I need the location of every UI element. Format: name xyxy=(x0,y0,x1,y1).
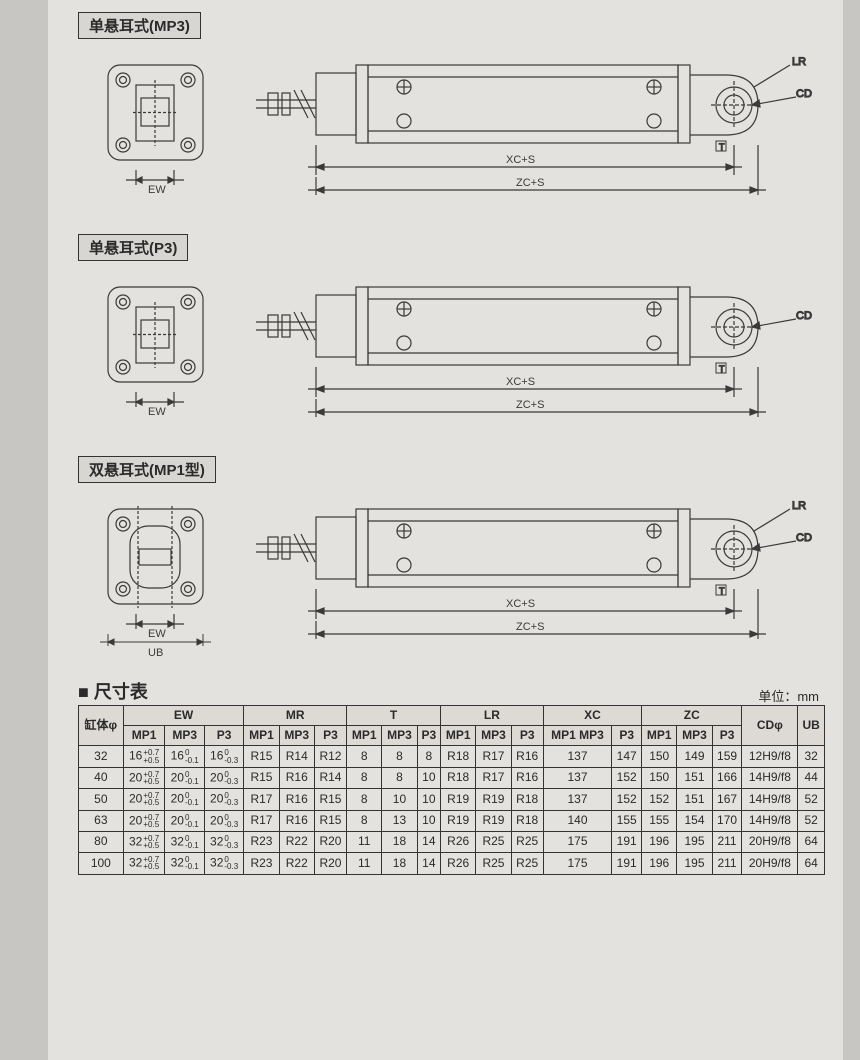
table-row: 3216+0.7+0.5160-0.1160-0.3R15R14R12888R1… xyxy=(79,746,825,767)
svg-text:UB: UB xyxy=(148,647,163,659)
sections: 单悬耳式(MP3) EW LR CD T XC+S ZC+S 单悬耳式(P3) EW C… xyxy=(78,12,825,664)
drawings-row: EW LR CD T XC+S ZC+S xyxy=(78,45,825,220)
colgrp-XC: XC xyxy=(543,706,641,726)
table-row: 6320+0.7+0.5200-0.1200-0.3R17R16R1581310… xyxy=(79,810,825,831)
page: 单悬耳式(MP3) EW LR CD T XC+S ZC+S 单悬耳式(P3) EW C… xyxy=(48,0,843,1060)
svg-text:ZC+S: ZC+S xyxy=(516,621,544,633)
colgrp-MR: MR xyxy=(244,706,347,726)
drawings-row: EW CD T XC+S ZC+S xyxy=(78,267,825,442)
subcol: P3 xyxy=(314,726,346,746)
table-body: 3216+0.7+0.5160-0.1160-0.3R15R14R12888R1… xyxy=(79,746,825,874)
svg-text:LR: LR xyxy=(792,500,806,512)
svg-text:T: T xyxy=(719,142,725,152)
unit-label: 单位：mm xyxy=(758,686,819,705)
subcol: MP3 xyxy=(279,726,314,746)
section-2: 双悬耳式(MP1型) EW UB LR CD T XC+S ZC+S xyxy=(78,456,825,664)
drawings-row: EW UB LR CD T XC+S ZC+S xyxy=(78,489,825,664)
subcol: MP3 xyxy=(677,726,712,746)
table-head: 缸体φEWMRTLRXCZCCDφUBMP1MP3P3MP1MP3P3MP1MP… xyxy=(79,706,825,746)
subcol: MP1 xyxy=(441,726,476,746)
svg-text:XC+S: XC+S xyxy=(506,376,535,388)
flange-drawing: EW UB xyxy=(78,494,228,664)
svg-text:XC+S: XC+S xyxy=(506,598,535,610)
table-title: ■ 尺寸表 xyxy=(78,682,148,702)
subcol: MP3 xyxy=(476,726,511,746)
subcol: MP1 xyxy=(347,726,382,746)
subcol: P3 xyxy=(712,726,742,746)
dimension-table: 缸体φEWMRTLRXCZCCDφUBMP1MP3P3MP1MP3P3MP1MP… xyxy=(78,705,825,875)
subcol: P3 xyxy=(204,726,243,746)
colgrp-T: T xyxy=(347,706,441,726)
subcol: MP1 MP3 xyxy=(543,726,612,746)
colgrp-LR: LR xyxy=(441,706,544,726)
colgrp-ZC: ZC xyxy=(642,706,742,726)
section-0: 单悬耳式(MP3) EW LR CD T XC+S ZC+S xyxy=(78,12,825,220)
svg-text:EW: EW xyxy=(148,184,166,196)
section-1: 单悬耳式(P3) EW CD T XC+S ZC+S xyxy=(78,234,825,442)
svg-text:XC+S: XC+S xyxy=(506,154,535,166)
flange-drawing: EW xyxy=(78,272,228,442)
svg-text:T: T xyxy=(719,364,725,374)
side-drawing: CD T XC+S ZC+S xyxy=(256,267,814,442)
subcol: P3 xyxy=(612,726,642,746)
subcol: MP1 xyxy=(642,726,677,746)
col-CDφ: CDφ xyxy=(742,706,798,746)
flange-drawing: EW xyxy=(78,50,228,220)
subcol: MP1 xyxy=(123,726,165,746)
col-UB: UB xyxy=(798,706,825,746)
table-row: 4020+0.7+0.5200-0.1200-0.3R15R16R148810R… xyxy=(79,767,825,788)
svg-text:CD: CD xyxy=(796,532,812,544)
svg-text:EW: EW xyxy=(148,406,166,418)
svg-text:EW: EW xyxy=(148,628,166,640)
svg-text:LR: LR xyxy=(792,56,806,68)
subcol: P3 xyxy=(417,726,440,746)
subcol: P3 xyxy=(511,726,543,746)
section-label: 双悬耳式(MP1型) xyxy=(78,456,216,483)
dim-table-heading: ■ 尺寸表 单位：mm xyxy=(78,678,825,705)
svg-text:ZC+S: ZC+S xyxy=(516,399,544,411)
subcol: MP1 xyxy=(244,726,279,746)
col-缸体φ: 缸体φ xyxy=(79,706,124,746)
side-drawing: LR CD T XC+S ZC+S xyxy=(256,45,814,220)
colgrp-EW: EW xyxy=(123,706,244,726)
table-row: 8032+0.7+0.5320-0.1320-0.3R23R22R2011181… xyxy=(79,831,825,852)
svg-text:CD: CD xyxy=(796,310,812,322)
svg-text:CD: CD xyxy=(796,88,812,100)
subcol: MP3 xyxy=(165,726,204,746)
table-row: 5020+0.7+0.5200-0.1200-0.3R17R16R1581010… xyxy=(79,789,825,810)
table-row: 10032+0.7+0.5320-0.1320-0.3R23R22R201118… xyxy=(79,853,825,874)
svg-text:ZC+S: ZC+S xyxy=(516,177,544,189)
section-label: 单悬耳式(P3) xyxy=(78,234,188,261)
svg-text:T: T xyxy=(719,586,725,596)
section-label: 单悬耳式(MP3) xyxy=(78,12,201,39)
subcol: MP3 xyxy=(382,726,417,746)
side-drawing: LR CD T XC+S ZC+S xyxy=(256,489,814,664)
